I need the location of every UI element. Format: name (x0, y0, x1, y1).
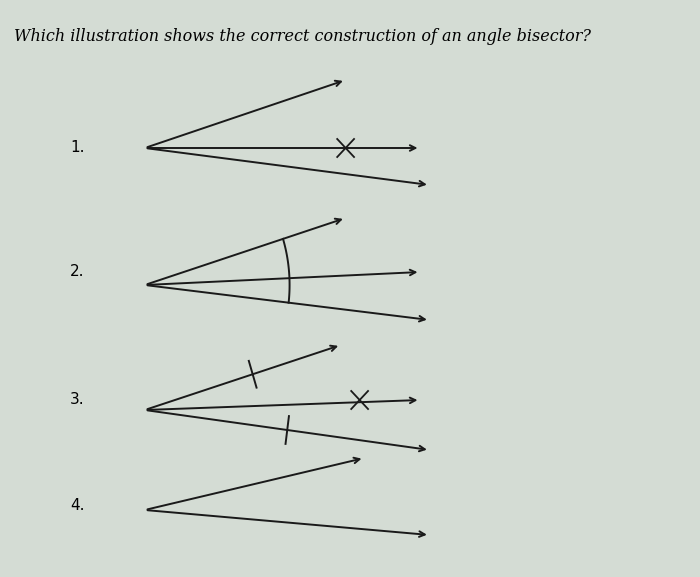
Text: Which illustration shows the correct construction of an angle bisector?: Which illustration shows the correct con… (14, 28, 591, 45)
Text: 4.: 4. (70, 497, 85, 512)
Text: 1.: 1. (70, 141, 85, 155)
Text: 2.: 2. (70, 264, 85, 279)
Text: 3.: 3. (70, 392, 85, 407)
